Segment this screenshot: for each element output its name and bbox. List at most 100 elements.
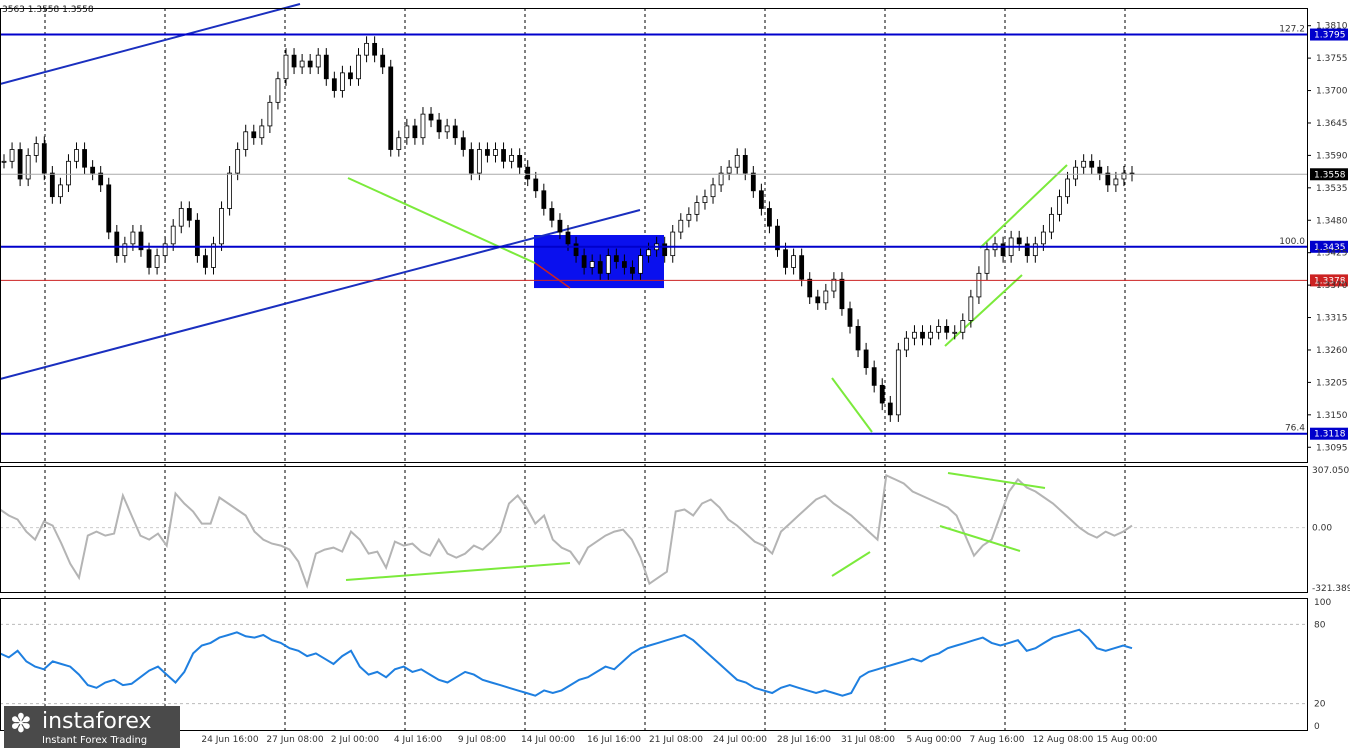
candle-body bbox=[984, 249, 990, 274]
candle-body bbox=[267, 101, 273, 127]
candle-body bbox=[605, 255, 611, 274]
candle-body bbox=[758, 190, 764, 209]
candle-body bbox=[549, 208, 555, 221]
candle-body bbox=[420, 113, 426, 139]
candle-body bbox=[194, 219, 200, 257]
candle-body bbox=[815, 296, 821, 304]
candle-body bbox=[694, 202, 700, 215]
candle-body bbox=[275, 78, 281, 103]
candle-body bbox=[291, 54, 297, 68]
candle-body bbox=[589, 261, 595, 268]
cci-divergence-line bbox=[939, 525, 1021, 552]
current-price-label: 1.3558 bbox=[1314, 170, 1346, 180]
fib-level-label: 100.0 bbox=[1279, 237, 1305, 247]
candle-body bbox=[638, 255, 643, 274]
candle-body bbox=[146, 249, 152, 268]
x-tick-label: 12 Aug 08:00 bbox=[1033, 735, 1094, 745]
x-tick-label: 2 Jul 00:00 bbox=[331, 735, 380, 745]
cci-panel bbox=[0, 472, 1307, 590]
price-tag-label: 1.3435 bbox=[1314, 243, 1346, 253]
candle-body bbox=[1089, 160, 1095, 168]
candle-body bbox=[476, 149, 482, 174]
candle-body bbox=[372, 42, 378, 56]
candle-body bbox=[968, 296, 974, 321]
candle-body bbox=[412, 125, 418, 139]
fib-level-label: 127.2 bbox=[1279, 25, 1305, 35]
candle-body bbox=[726, 166, 732, 174]
candle-body bbox=[533, 178, 539, 192]
candle-body bbox=[323, 54, 329, 80]
candle-body bbox=[227, 172, 233, 209]
candle-body bbox=[501, 149, 506, 162]
candle-body bbox=[1081, 160, 1087, 168]
candle-body bbox=[887, 402, 893, 416]
x-tick-label: 21 Jul 08:00 bbox=[649, 735, 703, 745]
candle-body bbox=[863, 349, 869, 369]
candle-body bbox=[41, 143, 47, 174]
candle-body bbox=[960, 320, 966, 333]
x-tick-label: 9 Jul 08:00 bbox=[458, 735, 507, 745]
candle-body bbox=[348, 72, 353, 80]
candle-body bbox=[178, 208, 184, 227]
candle-body bbox=[49, 172, 55, 198]
candle-body bbox=[58, 184, 63, 198]
candle-body bbox=[436, 119, 442, 133]
candle-body bbox=[17, 149, 23, 180]
candle-body bbox=[622, 261, 627, 268]
candle-body bbox=[299, 60, 305, 68]
candle-body bbox=[74, 149, 79, 162]
grid bbox=[44, 8, 1126, 730]
candle-body bbox=[162, 243, 168, 257]
candle-body bbox=[767, 208, 772, 227]
x-tick-label: 28 Jul 16:00 bbox=[777, 735, 831, 745]
x-tick-label: 4 Jul 16:00 bbox=[394, 735, 443, 745]
candle-body bbox=[243, 131, 249, 150]
candle-body bbox=[783, 249, 788, 268]
price-tag-label: 1.3795 bbox=[1314, 31, 1346, 41]
y-tick-label: 1.3260 bbox=[1316, 346, 1348, 356]
y-tick-label: 1.3535 bbox=[1316, 184, 1348, 194]
logo-icon: ✽ bbox=[10, 709, 32, 739]
candle-body bbox=[855, 325, 861, 351]
candle-body bbox=[307, 60, 313, 68]
candle-body bbox=[122, 243, 128, 257]
candle-body bbox=[203, 255, 208, 268]
candle-body bbox=[710, 184, 716, 198]
candle-body bbox=[356, 54, 361, 80]
candle-body bbox=[517, 155, 523, 168]
candle-body bbox=[662, 243, 668, 257]
candle-body bbox=[847, 308, 853, 327]
candle-body bbox=[718, 172, 724, 186]
candle-body bbox=[807, 278, 813, 298]
candle-body bbox=[895, 349, 901, 416]
candle-body bbox=[1097, 166, 1103, 174]
candle-body bbox=[1065, 178, 1070, 198]
x-tick-label: 5 Aug 00:00 bbox=[907, 735, 962, 745]
rsi-panel bbox=[0, 623, 1307, 705]
candle-body bbox=[1024, 243, 1030, 257]
candle-body bbox=[1121, 172, 1127, 180]
y-tick-label: 1.3205 bbox=[1316, 378, 1348, 388]
candle-body bbox=[952, 331, 958, 334]
divergence-line bbox=[347, 177, 536, 264]
candle-body bbox=[1057, 196, 1062, 215]
candle-body bbox=[750, 172, 756, 192]
x-tick-label: 16 Jul 16:00 bbox=[587, 735, 641, 745]
logo-tagline: Instant Forex Trading bbox=[42, 735, 148, 746]
candle-body bbox=[831, 278, 837, 292]
price-tag bbox=[1310, 28, 1348, 41]
ohlc-readout: 3563 1.3558 1.3558 bbox=[2, 5, 94, 15]
candle-body bbox=[315, 54, 321, 68]
divergence-line bbox=[944, 274, 1023, 347]
rsi-tick-label: 20 bbox=[1314, 700, 1326, 710]
cci-tick-label: 307.0503 bbox=[1312, 466, 1350, 476]
x-tick-label: 15 Aug 00:00 bbox=[1097, 735, 1158, 745]
current-price-tag bbox=[1310, 168, 1348, 181]
x-tick-label: 31 Jul 08:00 bbox=[841, 735, 895, 745]
candle-body bbox=[791, 255, 796, 268]
y-tick-label: 1.3810 bbox=[1316, 22, 1348, 32]
candle-body bbox=[106, 184, 112, 233]
candle-body bbox=[581, 255, 587, 268]
candle-body bbox=[428, 113, 434, 121]
y-tick-label: 1.3480 bbox=[1316, 216, 1348, 226]
